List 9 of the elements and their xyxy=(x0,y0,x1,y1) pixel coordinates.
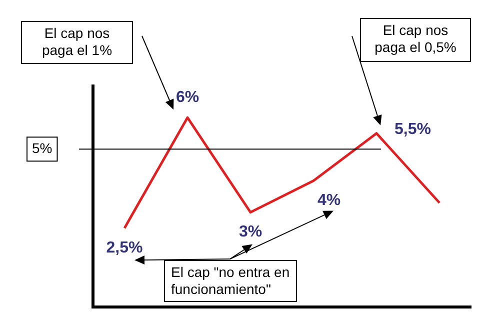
data-label: 2,5% xyxy=(106,239,143,256)
data-label: 5,5% xyxy=(394,120,431,138)
annotation: El cap "no entra en funcionamiento" xyxy=(164,260,297,302)
text: El cap nos paga el 1% xyxy=(21,21,133,64)
data-label: 4% xyxy=(318,192,341,210)
data-label: 3% xyxy=(238,224,262,241)
text: El cap nos paga el 0,5% xyxy=(360,18,471,62)
data-label: 6% xyxy=(176,88,200,106)
ref-line-label: 5% xyxy=(32,140,52,156)
